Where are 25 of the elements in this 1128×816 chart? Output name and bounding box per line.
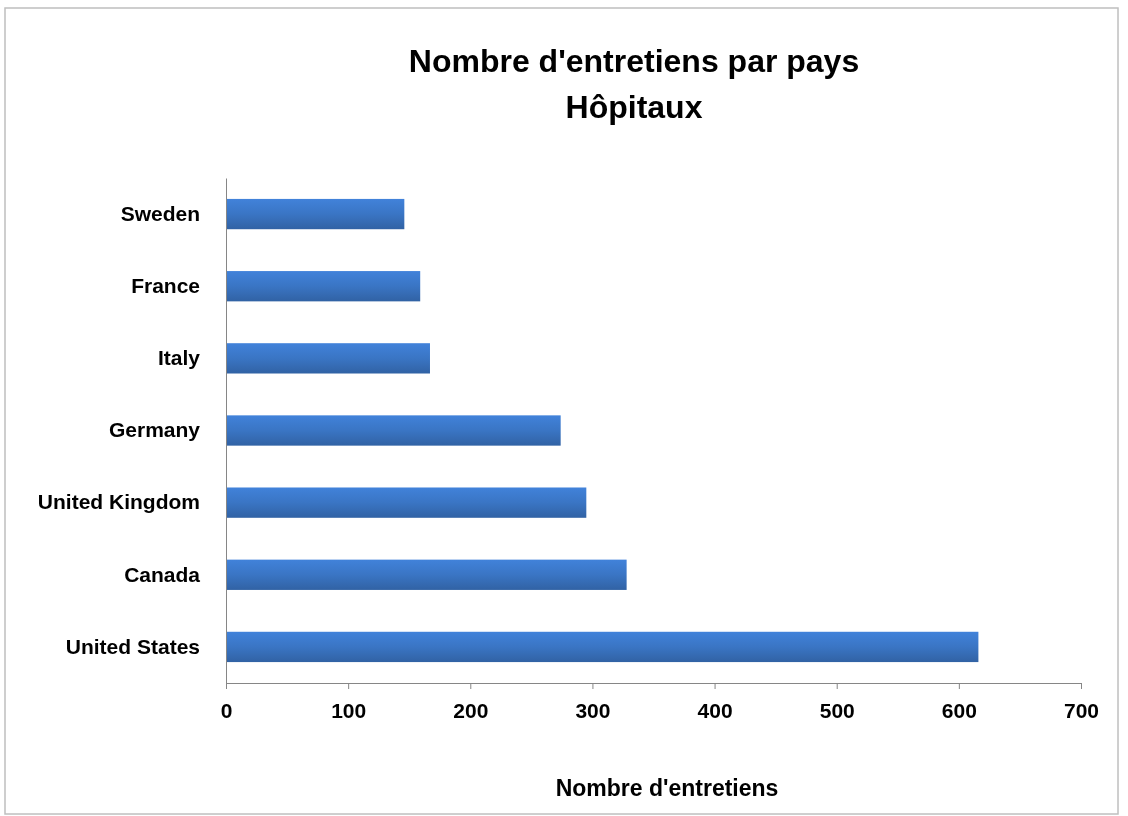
bar [226, 343, 430, 374]
x-tick-label: 200 [453, 698, 489, 722]
bar [226, 559, 627, 590]
bar [226, 487, 587, 518]
y-tick-label: United Kingdom [37, 490, 200, 514]
x-tick-label: 700 [1063, 698, 1100, 722]
chart-title: Nombre d'entretiens par pays [408, 43, 860, 79]
y-tick-label: Italy [157, 346, 201, 370]
y-tick-label: France [131, 273, 200, 297]
y-tick-label: Canada [124, 562, 201, 586]
x-tick-label: 600 [941, 698, 977, 722]
y-tick-label: United States [65, 634, 200, 658]
x-tick-label: 400 [697, 698, 733, 722]
x-tick-label: 300 [575, 698, 611, 722]
chart-subtitle: Hôpitaux [565, 89, 703, 125]
bar [226, 198, 405, 230]
x-tick-label: 100 [331, 698, 367, 722]
bar [226, 415, 561, 446]
bar [226, 271, 421, 302]
x-tick-label: 0 [220, 698, 233, 722]
x-tick-label: 500 [819, 698, 855, 722]
y-tick-label: Germany [108, 418, 201, 442]
x-axis-title: Nombre d'entretiens [555, 775, 779, 801]
bar [226, 631, 979, 663]
y-tick-label: Sweden [120, 201, 200, 225]
